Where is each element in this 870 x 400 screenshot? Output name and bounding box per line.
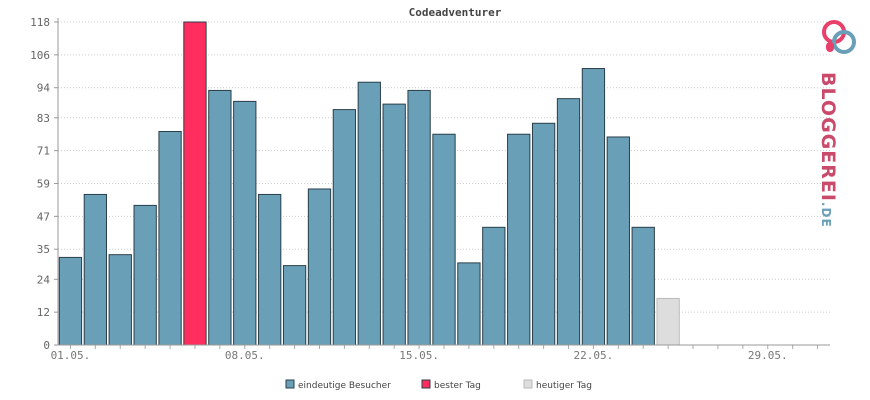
bar-day-25 — [656, 297, 680, 346]
y-tick-label: 118 — [30, 16, 50, 29]
bar-day-2 — [83, 193, 108, 346]
bar-day-8 — [233, 100, 257, 346]
x-axis-ticks: 01.05. 08.05. 15.05. 22.05. 29.05. — [51, 345, 819, 362]
y-tick-label: 106 — [30, 49, 50, 62]
bar-day-6 — [183, 21, 207, 346]
bar-day-15 — [407, 89, 431, 346]
bar-day-18 — [482, 226, 506, 346]
legend-swatch — [523, 379, 533, 389]
logo-mark-icon — [822, 20, 856, 54]
bar-day-12 — [332, 109, 357, 346]
bar-day-17 — [457, 262, 481, 346]
y-tick-label: 24 — [37, 273, 51, 286]
y-tick-label: 94 — [37, 82, 51, 95]
bar-day-24 — [631, 226, 655, 346]
chart-title: Codeadventurer — [409, 6, 502, 19]
y-tick-label: 71 — [37, 145, 50, 158]
legend-label: eindeutige Besucher — [298, 381, 391, 391]
x-tick-label: 01.05. — [51, 349, 91, 362]
svg-text:BLOGGEREI.DE: BLOGGEREI.DE — [817, 72, 839, 228]
bar-day-3 — [108, 254, 132, 346]
bar-day-9 — [258, 193, 282, 346]
y-tick-label: 83 — [37, 112, 50, 125]
y-axis-ticks: 0 12 24 35 47 59 71 83 94 106 118 — [30, 16, 58, 352]
bar-day-16 — [432, 133, 456, 346]
y-tick-label: 35 — [37, 243, 50, 256]
bar-day-11 — [307, 188, 332, 346]
bloggerei-logo: BLOGGEREI.DE — [817, 20, 856, 228]
logo-tld-text: .DE — [819, 202, 833, 228]
x-tick-label: 29.05. — [748, 349, 788, 362]
legend-swatch — [421, 379, 431, 389]
bar-day-1 — [58, 256, 83, 346]
bar-day-13 — [357, 81, 381, 346]
bar-day-23 — [606, 136, 630, 346]
x-tick-label: 15.05. — [399, 349, 439, 362]
x-tick-label: 22.05. — [574, 349, 614, 362]
y-tick-label: 0 — [43, 339, 50, 352]
y-tick-label: 59 — [37, 178, 50, 191]
legend: eindeutige Besucher bester Tag heutiger Ta… — [285, 379, 592, 391]
bar-day-20 — [531, 122, 556, 346]
logo-brand-text: BLOGGEREI — [817, 72, 839, 202]
bars — [58, 21, 680, 346]
bar-day-19 — [507, 133, 531, 346]
legend-label: heutiger Tag — [536, 381, 592, 391]
bar-day-7 — [208, 89, 232, 346]
bar-day-22 — [581, 68, 606, 346]
bar-day-5 — [158, 130, 182, 346]
bar-day-14 — [382, 103, 406, 346]
legend-label: bester Tag — [434, 381, 481, 391]
legend-swatch — [285, 379, 295, 389]
bar-day-10 — [282, 265, 307, 346]
bar-day-4 — [133, 204, 157, 346]
x-tick-label: 08.05. — [225, 349, 265, 362]
bar-day-21 — [556, 98, 581, 346]
y-tick-label: 47 — [37, 210, 50, 223]
axes — [57, 18, 830, 346]
y-tick-label: 12 — [37, 306, 50, 319]
